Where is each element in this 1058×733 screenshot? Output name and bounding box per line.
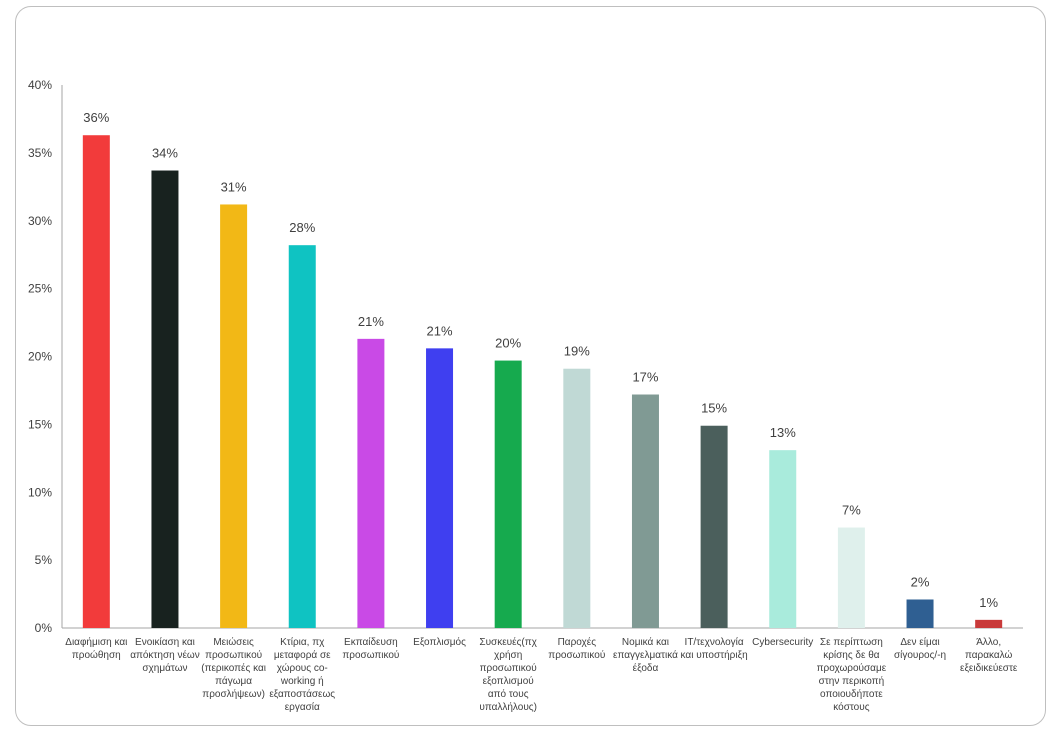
y-tick-label: 35% — [28, 146, 52, 160]
category-label: Άλλο, παρακαλώ εξειδικεύεστε — [960, 637, 1018, 674]
data-label: 13% — [770, 425, 796, 440]
chart-frame — [15, 6, 1046, 726]
data-label: 31% — [221, 179, 247, 194]
bar — [357, 338, 385, 628]
category-label: Σε περίπτωση κρίσης δε θα προχωρούσαμε στην… — [817, 636, 887, 713]
bar — [288, 245, 316, 628]
category-label: Δεν είμαι σίγουρος/-η — [894, 636, 946, 661]
bar — [700, 425, 728, 628]
category-label: Κτίρια, πχ μεταφορά σε χώρους co-working ή… — [269, 636, 335, 713]
category-label: Μειώσεις προσωπικού (περικοπές και πάγωμα πρ… — [201, 636, 266, 700]
data-label: 28% — [289, 220, 315, 235]
bar — [906, 599, 934, 628]
data-label: 2% — [911, 574, 930, 589]
category-label: Εξοπλισμός — [413, 636, 466, 648]
category-label: Παροχές προσωπικού — [548, 636, 605, 661]
bar — [563, 368, 591, 628]
y-tick-label: 10% — [28, 485, 52, 499]
bar — [82, 135, 110, 629]
data-label: 34% — [152, 146, 178, 161]
data-label: 21% — [427, 323, 453, 338]
data-label: 21% — [358, 314, 384, 329]
bar — [220, 204, 248, 628]
data-label: 36% — [83, 110, 109, 125]
bar — [837, 527, 865, 628]
category-label: Cybersecurity — [752, 637, 813, 648]
y-tick-label: 25% — [28, 282, 52, 296]
data-label: 20% — [495, 336, 521, 351]
data-label: 19% — [564, 344, 590, 359]
y-tick-label: 30% — [28, 214, 52, 228]
y-tick-label: 5% — [35, 553, 53, 567]
category-label: Νομικά και επαγγελματικά έξοδα — [613, 636, 678, 674]
y-tick-label: 40% — [28, 78, 52, 92]
y-tick-label: 0% — [35, 621, 53, 635]
y-tick-label: 15% — [28, 417, 52, 431]
category-label: Εκπαίδευση προσωπικού — [342, 636, 399, 661]
data-label: 17% — [632, 370, 658, 385]
category-label: IT/τεχνολογία και υποστήριξη — [681, 636, 748, 661]
category-label: Συσκευές(πχ χρήση προσωπικού εξοπλισμού από … — [479, 636, 537, 713]
bar — [426, 348, 454, 628]
bar — [494, 360, 522, 628]
bar — [975, 619, 1003, 628]
data-label: 15% — [701, 401, 727, 416]
data-label: 1% — [979, 595, 998, 610]
bar — [151, 170, 179, 628]
category-label: Διαφήμιση και προώθηση — [65, 636, 127, 661]
y-tick-label: 20% — [28, 350, 52, 364]
bar — [631, 394, 659, 628]
data-label: 7% — [842, 503, 861, 518]
category-label: Ενοικίαση και απόκτηση νέων σχημάτων — [130, 636, 200, 674]
bar — [769, 450, 797, 628]
